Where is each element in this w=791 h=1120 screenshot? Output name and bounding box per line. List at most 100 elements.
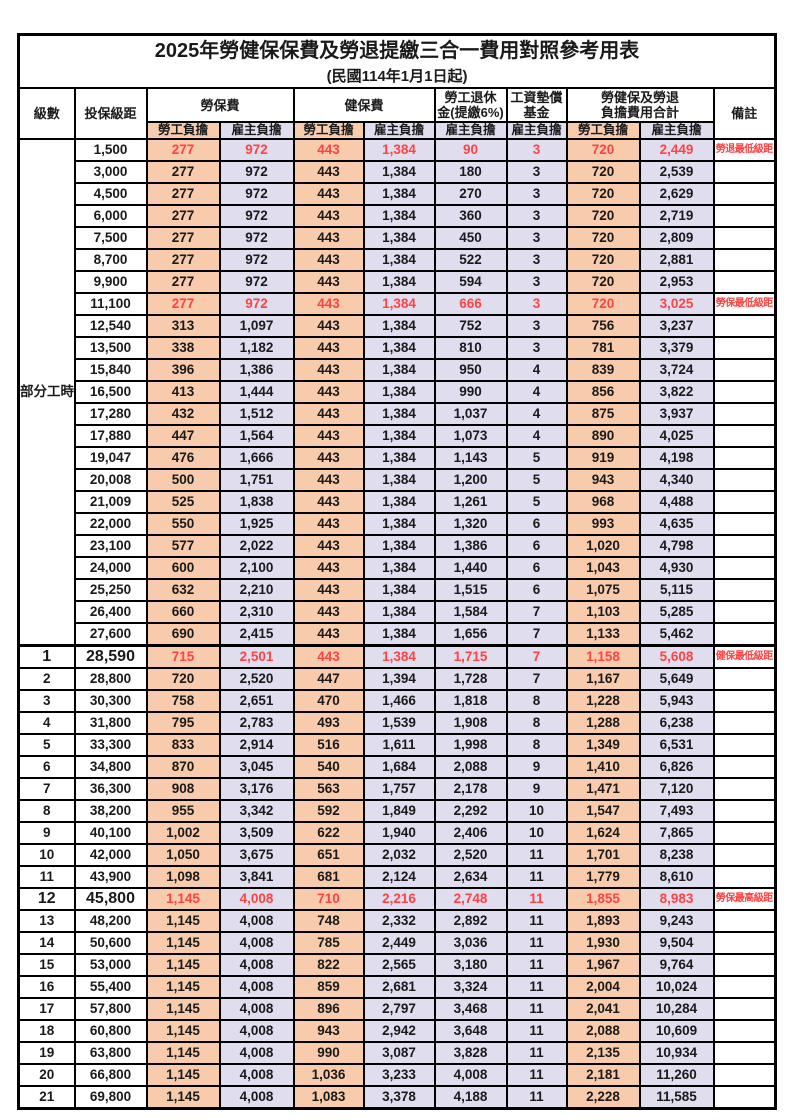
bracket-cell: 12,540: [73, 314, 148, 338]
table-row: 12,540 313 1,097 443 1,384 752 3 756 3,237: [19, 314, 777, 338]
table-row: 16,500 413 1,444 443 1,384 990 4 856 3,822: [19, 380, 777, 404]
value-cell: 9,504: [638, 931, 715, 955]
value-cell: 1,145: [145, 997, 221, 1021]
level-cell: 12: [17, 887, 76, 911]
value-cell: 1,097: [218, 314, 295, 338]
table-row: 6 34,800 870 3,045 540 1,684 2,088 9 1,410 6,826: [17, 755, 777, 779]
remark-cell: [712, 975, 777, 999]
value-cell: 2,914: [218, 733, 295, 757]
value-cell: 443: [292, 534, 365, 558]
value-cell: 1,384: [362, 534, 436, 558]
value-cell: 4,008: [218, 953, 295, 977]
value-cell: 6: [505, 556, 568, 580]
bracket-cell: 15,840: [73, 358, 148, 382]
value-cell: 859: [292, 975, 365, 999]
value-cell: 1,701: [565, 843, 641, 867]
value-cell: 810: [433, 336, 508, 360]
value-cell: 1,384: [362, 380, 436, 404]
value-cell: 1,751: [218, 468, 295, 492]
value-cell: 1,145: [145, 1063, 221, 1087]
value-cell: 1,384: [362, 600, 436, 624]
value-cell: 870: [145, 755, 221, 779]
total-line2: 負擔費用合計: [600, 105, 679, 120]
value-cell: 3: [505, 336, 568, 360]
table-row: 15,840 396 1,386 443 1,384 950 4 839 3,724: [19, 358, 777, 382]
value-cell: 1,466: [362, 689, 436, 713]
value-cell: 2,809: [638, 226, 715, 250]
level-cell: 7: [17, 777, 76, 801]
value-cell: 2,332: [362, 909, 436, 933]
value-cell: 1,145: [145, 1019, 221, 1043]
value-cell: 8: [505, 689, 568, 713]
value-cell: 1,145: [145, 975, 221, 999]
value-cell: 1,384: [362, 578, 436, 602]
bracket-cell: 36,300: [73, 777, 148, 801]
value-cell: 7: [505, 622, 568, 647]
value-cell: 4,488: [638, 490, 715, 514]
bracket-cell: 43,900: [73, 865, 148, 889]
value-cell: 1,384: [362, 622, 436, 647]
bracket-cell: 63,800: [73, 1041, 148, 1065]
table-row: 16 55,400 1,145 4,008 859 2,681 3,324 11 2,004 10…: [17, 975, 777, 999]
table-row: 3 30,300 758 2,651 470 1,466 1,818 8 1,228 5,943: [17, 689, 777, 713]
value-cell: 1,098: [145, 865, 221, 889]
value-cell: 1,386: [433, 534, 508, 558]
value-cell: 690: [145, 622, 221, 647]
value-cell: 11,260: [638, 1063, 715, 1087]
table-row: 20 66,800 1,145 4,008 1,036 3,233 4,008 11 2,181…: [17, 1063, 777, 1087]
value-cell: 2,629: [638, 182, 715, 206]
value-cell: 1,384: [362, 248, 436, 272]
value-cell: 5,285: [638, 600, 715, 624]
table-row: 17,280 432 1,512 443 1,384 1,037 4 875 3,937: [19, 402, 777, 426]
value-cell: 1,384: [362, 270, 436, 294]
value-cell: 4,008: [218, 1063, 295, 1087]
value-cell: 4,008: [218, 997, 295, 1021]
value-cell: 447: [145, 424, 221, 448]
value-cell: 1,349: [565, 733, 641, 757]
level-cell: 11: [17, 865, 76, 889]
value-cell: 11,585: [638, 1085, 715, 1110]
value-cell: 1,967: [565, 953, 641, 977]
value-cell: 443: [292, 204, 365, 228]
table-row: 13,500 338 1,182 443 1,384 810 3 781 3,379: [19, 336, 777, 360]
value-cell: 2,783: [218, 711, 295, 735]
remark-cell: [712, 777, 777, 801]
value-cell: 1,930: [565, 931, 641, 955]
subheader-wage-employer: 雇主負擔: [505, 121, 568, 140]
value-cell: 1,515: [433, 578, 508, 602]
value-cell: 890: [565, 424, 641, 448]
value-cell: 1,043: [565, 556, 641, 580]
bracket-cell: 6,000: [73, 204, 148, 228]
bracket-cell: 45,800: [73, 887, 148, 911]
value-cell: 2,449: [362, 931, 436, 955]
value-cell: 3,822: [638, 380, 715, 404]
value-cell: 3,378: [362, 1085, 436, 1110]
value-cell: 758: [145, 689, 221, 713]
value-cell: 443: [292, 160, 365, 184]
value-cell: 10: [505, 799, 568, 823]
value-cell: 313: [145, 314, 221, 338]
col-header-wage-fund: 工資墊償 基金: [505, 87, 568, 123]
level-cell: 13: [17, 909, 76, 933]
value-cell: 525: [145, 490, 221, 514]
value-cell: 1,075: [565, 578, 641, 602]
value-cell: 720: [565, 204, 641, 228]
value-cell: 1,158: [565, 644, 641, 669]
subheader-pension-employer: 雇主負擔: [433, 121, 508, 140]
remark-cell: [712, 799, 777, 823]
value-cell: 950: [433, 358, 508, 382]
value-cell: 360: [433, 204, 508, 228]
remark-cell: [712, 402, 777, 426]
level-cell: 15: [17, 953, 76, 977]
page-subtitle: (民國114年1月1日起): [326, 67, 468, 85]
value-cell: 5,608: [638, 644, 715, 669]
value-cell: 7: [505, 644, 568, 669]
level-cell: 21: [17, 1085, 76, 1110]
bracket-cell: 27,600: [73, 622, 148, 647]
value-cell: 748: [292, 909, 365, 933]
col-header-health-insurance: 健保費: [292, 87, 436, 123]
value-cell: 4,198: [638, 446, 715, 470]
value-cell: 1,384: [362, 292, 436, 316]
subheader-labor-employer: 雇主負擔: [218, 121, 295, 140]
value-cell: 2,216: [362, 887, 436, 911]
